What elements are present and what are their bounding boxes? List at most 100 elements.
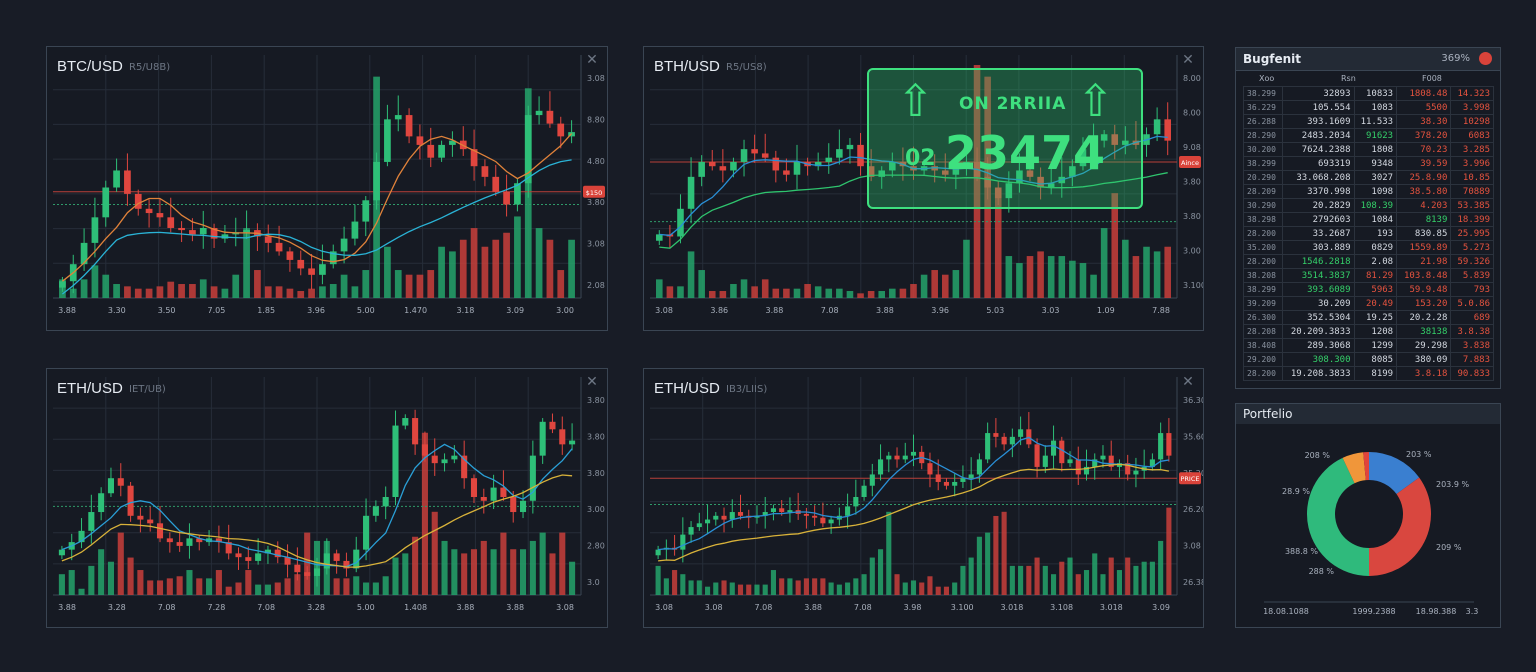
x-axis-label: 3.28 xyxy=(108,603,126,612)
chart-canvas[interactable]: 8.00 8.00 9.08 3.80 3.80 3.00 3.100 Aince 3.08 3.… xyxy=(644,47,1203,330)
volume-bar xyxy=(1050,574,1057,595)
candlestick xyxy=(836,129,843,165)
order-book-cell: 30.200 xyxy=(1243,142,1283,157)
volume-bar xyxy=(394,270,402,298)
candlestick xyxy=(451,445,458,464)
volume-bar xyxy=(935,586,941,595)
volume-bar xyxy=(255,584,262,595)
order-book-row[interactable]: 38.299 693319 9348 39.59 3.996 xyxy=(1243,156,1494,171)
order-book-row[interactable]: 29.200 308.300 8085 380.09 7.883 xyxy=(1243,352,1494,367)
volume-bar xyxy=(688,580,694,595)
order-book-row[interactable]: 38.299 393.6089 5963 59.9.48 793 xyxy=(1243,282,1494,297)
volume-bar xyxy=(994,193,1002,298)
volume-bar xyxy=(546,239,554,298)
candlestick xyxy=(124,153,131,206)
x-axis-label: 7.88 xyxy=(1152,306,1170,315)
candlestick xyxy=(719,149,727,183)
candlestick xyxy=(698,155,705,187)
candlestick xyxy=(1153,107,1161,142)
candlestick xyxy=(519,490,527,519)
candlestick xyxy=(438,140,445,162)
candlestick xyxy=(680,517,686,563)
volume-bar xyxy=(286,288,294,298)
y-axis-label: 2.80 xyxy=(587,542,605,551)
volume-bar xyxy=(210,286,218,298)
order-book-row[interactable]: 20.290 33.068.208 3027 25.8.90 10.85 xyxy=(1243,170,1494,185)
order-book-row[interactable]: 28.208 20.209.3833 1208 38138 3.8.38 xyxy=(1243,324,1494,339)
order-book-table: 38.299 32893 10833 1808.48 14.323 36.229 105.5… xyxy=(1243,86,1494,381)
close-icon[interactable]: ✕ xyxy=(586,52,598,68)
order-book-row[interactable]: 28.290 2483.2034 91623 378.20 6083 xyxy=(1243,128,1494,143)
volume-bar xyxy=(704,586,711,595)
order-book-row[interactable]: 26.300 352.5304 19.25 20.2.28 689 xyxy=(1243,310,1494,325)
volume-bar xyxy=(680,574,686,595)
order-book-row[interactable]: 38.299 32893 10833 1808.48 14.323 xyxy=(1243,86,1494,101)
volume-bar xyxy=(69,288,77,298)
volume-bar xyxy=(1092,553,1098,595)
volume-bar xyxy=(529,540,536,595)
order-book-cell: 70889 xyxy=(1450,184,1494,199)
order-book-cell: 35.200 xyxy=(1243,240,1283,255)
x-axis-label: 3.88 xyxy=(766,306,784,315)
order-book-row[interactable]: 38.208 3514.3837 81.29 103.8.48 5.839 xyxy=(1243,268,1494,283)
volume-bar xyxy=(836,288,843,298)
volume-bar xyxy=(737,584,744,595)
candlestick xyxy=(416,124,424,160)
volume-bar xyxy=(438,246,445,298)
candlestick xyxy=(215,525,222,553)
order-book-cell: 19.25 xyxy=(1353,310,1398,325)
candlestick xyxy=(677,194,684,244)
candlestick xyxy=(1042,445,1048,473)
candlestick xyxy=(1141,449,1147,479)
chart-canvas[interactable]: 3.80 3.80 3.80 3.00 2.80 3.0 3.88 3.28 7.08 7.28 7… xyxy=(47,369,607,627)
chart-canvas[interactable]: 36.30035.60035.20026.2083.0826.388PRICE3… xyxy=(644,369,1203,627)
order-book-cell: 3.838 xyxy=(1450,338,1494,353)
volume-bar xyxy=(869,557,875,595)
chart-canvas[interactable]: 3.08 8.80 4.80 3.80 3.08 2.08 $150 3.88 3.30 3.50… xyxy=(47,47,607,330)
candlestick xyxy=(59,276,66,292)
order-book-cell: 90.833 xyxy=(1450,366,1494,381)
volume-bar xyxy=(919,582,925,595)
volume-bar xyxy=(920,274,928,298)
volume-bar xyxy=(568,239,575,298)
eth-usd-chart-panel-2: 36.30035.60035.20026.2083.0826.388PRICE3… xyxy=(643,368,1204,628)
order-book-row[interactable]: 38.298 2792603 1084 8139 18.399 xyxy=(1243,212,1494,227)
volume-bar xyxy=(746,584,752,595)
order-book-row[interactable]: 35.200 303.889 0829 1559.89 5.273 xyxy=(1243,240,1494,255)
alert-icon[interactable] xyxy=(1479,52,1492,65)
order-book-row[interactable]: 28.200 1546.2818 2.08 21.98 59.326 xyxy=(1243,254,1494,269)
candlestick xyxy=(1108,440,1114,471)
order-book-row[interactable]: 30.290 20.2829 108.39 4.203 53.385 xyxy=(1243,198,1494,213)
candlestick xyxy=(284,544,291,578)
candlestick xyxy=(994,180,1002,205)
candlestick xyxy=(384,104,391,167)
candlestick xyxy=(886,451,892,473)
order-book-row[interactable]: 38.408 289.3068 1299 29.298 3.838 xyxy=(1243,338,1494,353)
candlestick xyxy=(481,159,489,187)
column-header: Xoo xyxy=(1259,74,1275,83)
volume-bar xyxy=(78,588,85,595)
volume-bar xyxy=(1047,256,1055,298)
close-icon[interactable]: ✕ xyxy=(1182,52,1194,68)
order-book-row[interactable]: 28.200 33.2687 193 830.85 25.995 xyxy=(1243,226,1494,241)
volume-bar xyxy=(117,532,124,595)
x-axis-label: 3.03 xyxy=(1042,306,1060,315)
close-icon[interactable]: ✕ xyxy=(586,374,598,390)
order-book-row[interactable]: 30.200 7624.2388 1808 70.23 3.285 xyxy=(1243,142,1494,157)
order-book-row[interactable]: 28.200 19.208.3833 8199 3.8.18 90.833 xyxy=(1243,366,1494,381)
volume-bar xyxy=(245,570,252,595)
order-book-cell: 393.1609 xyxy=(1281,114,1355,129)
candlestick xyxy=(869,463,875,497)
candlestick xyxy=(984,157,991,200)
volume-bar xyxy=(304,532,311,595)
order-book-row[interactable]: 26.288 393.1609 11.533 38.30 10298 xyxy=(1243,114,1494,129)
close-icon[interactable]: ✕ xyxy=(1182,374,1194,390)
order-book-cell: 28.290 xyxy=(1243,128,1283,143)
order-book-row[interactable]: 39.209 30.209 20.49 153.20 5.0.86 xyxy=(1243,296,1494,311)
volume-bar xyxy=(480,540,487,595)
order-book-row[interactable]: 28.209 3370.998 1098 38.5.80 70889 xyxy=(1243,184,1494,199)
order-book-row[interactable]: 36.229 105.554 1083 5500 3.998 xyxy=(1243,100,1494,115)
volume-bar xyxy=(1067,557,1073,595)
order-book-cell: 0829 xyxy=(1353,240,1398,255)
volume-bar xyxy=(569,561,576,595)
